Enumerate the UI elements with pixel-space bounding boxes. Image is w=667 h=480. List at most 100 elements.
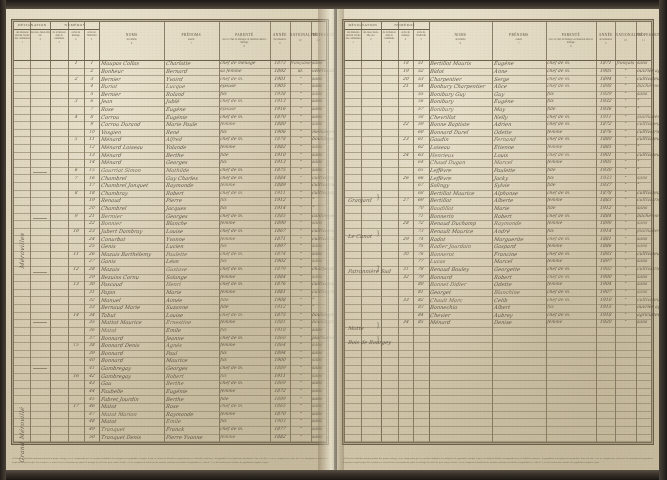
cell-value: " (289, 237, 311, 242)
cell-value: 1877 (270, 427, 291, 432)
cell-value: 1880 (596, 137, 616, 142)
cell-value: 51 (413, 61, 429, 66)
cell-value: Renaud Duchamp (430, 221, 477, 227)
cell-value: 8 (67, 191, 84, 196)
cell-value: 1871 (270, 237, 291, 242)
cell-value: 1865 (270, 404, 291, 409)
cell-value: " (289, 77, 311, 82)
cell-value: " (615, 237, 636, 242)
cell-value: 1897 (596, 259, 616, 264)
cell-value: 1907 (596, 290, 616, 295)
column-header: PROFESSIONS 11 (636, 33, 651, 42)
cell-value: 1867 (270, 229, 291, 234)
cell-value: 1910 (270, 153, 291, 158)
cell-value: Matot (100, 328, 117, 334)
cell-value: " (615, 282, 636, 287)
cell-value: Yvonne (165, 237, 185, 243)
cell-value: 1892 (270, 69, 291, 74)
cell-value: cultivateur (312, 176, 338, 181)
cell-value: Marie (493, 206, 510, 212)
cell-value: femme (547, 160, 563, 165)
cell-value: 32 (83, 298, 100, 303)
cell-value: 1901 (270, 77, 291, 82)
cell-value: boulangère (312, 320, 339, 325)
cell-value: Mazuis (100, 267, 120, 273)
cell-value: menuisier (312, 130, 336, 135)
cell-value: 40 (83, 358, 100, 363)
cell-value: 52 (413, 69, 429, 74)
cell-value: Loiseau (430, 145, 451, 151)
cell-value: " (615, 191, 636, 196)
cell-value: 64 (413, 160, 429, 165)
cell-value: " (289, 130, 311, 135)
cell-value: sans (312, 145, 323, 150)
cell-value: sans (312, 328, 323, 333)
margin-dash (33, 172, 47, 173)
cell-value: " (289, 160, 311, 165)
column-header: ordre de l'individu 5 (413, 31, 428, 42)
cell-value: 30 (397, 252, 414, 257)
cell-value: Eugène (165, 107, 186, 113)
cell-value: 1902 (596, 267, 616, 272)
cell-value: sans (312, 366, 323, 371)
cell-value: Charpentier (430, 77, 463, 83)
cell-value: Raymonde (493, 221, 521, 227)
cell-value: " (289, 221, 311, 226)
cell-value: " (289, 366, 311, 371)
cell-value: Jean (100, 99, 113, 105)
cell-value: Jublé (165, 99, 179, 105)
cell-value: fils (220, 206, 228, 211)
cell-value: Lucien (165, 244, 184, 250)
cell-value: Georges (165, 160, 188, 166)
cell-value: 58 (413, 115, 429, 120)
cell-value: " (289, 137, 311, 142)
cell-value: 8 (83, 115, 100, 120)
cell-value: fils (220, 358, 228, 363)
cell-value: 31 (397, 267, 414, 272)
cell-value: fils (220, 259, 228, 264)
cell-value: " (615, 183, 636, 188)
cell-value: journalière (312, 336, 338, 341)
column-header: NATIONALITÉ 10 (290, 33, 311, 42)
cell-value: Roland (165, 92, 184, 98)
cell-value: chef de m. (547, 267, 571, 272)
column-header: des rues, lieux-dits, etc. 2 (361, 31, 381, 42)
cell-value: 32 (397, 275, 414, 280)
cell-value: fille (547, 183, 556, 188)
cell-value: sans (312, 404, 323, 409)
cell-value: 42 (83, 374, 100, 379)
cell-value: 78 (413, 267, 429, 272)
cell-value: 1875 (270, 168, 291, 173)
cell-value: 19 (397, 69, 414, 74)
cell-value: " (615, 275, 636, 280)
column-header: PROFESSIONS 11 (311, 33, 327, 42)
cell-value: Anne (493, 69, 507, 75)
cell-value: Maurice (165, 358, 188, 364)
cell-value: 72 (413, 221, 429, 226)
cell-value: 46 (83, 404, 100, 409)
cell-value: " (615, 176, 636, 181)
cell-value: Gambregay (100, 374, 131, 380)
cell-value: " (289, 320, 311, 325)
cell-value: 9 (83, 122, 100, 127)
column-header: des maisons suivant l'ordre des communes… (345, 31, 361, 45)
cell-value: fils (547, 305, 555, 310)
cell-value: Yolande (165, 145, 186, 151)
cell-value: journalier (637, 229, 660, 234)
cell-value: Tabut (100, 313, 116, 319)
cell-value: 1912 (596, 206, 616, 211)
cell-value: 49 (83, 427, 100, 432)
cell-value: chef de m. (220, 176, 244, 181)
cell-value: 37 (83, 336, 100, 341)
cell-value: chef de m. (547, 191, 571, 196)
cell-value: Chaud Dugan (430, 160, 466, 166)
cell-value: Georgette (493, 267, 520, 273)
cell-value: 1899 (270, 397, 291, 402)
cell-value: " (615, 252, 636, 257)
cell-value: Jeanne (165, 336, 184, 342)
cell-value: 15 (83, 168, 100, 173)
cell-value: 10 (83, 130, 100, 135)
cell-value: Chambrel (100, 176, 127, 182)
cell-value: 47 (83, 412, 100, 417)
cell-value: " (289, 84, 311, 89)
